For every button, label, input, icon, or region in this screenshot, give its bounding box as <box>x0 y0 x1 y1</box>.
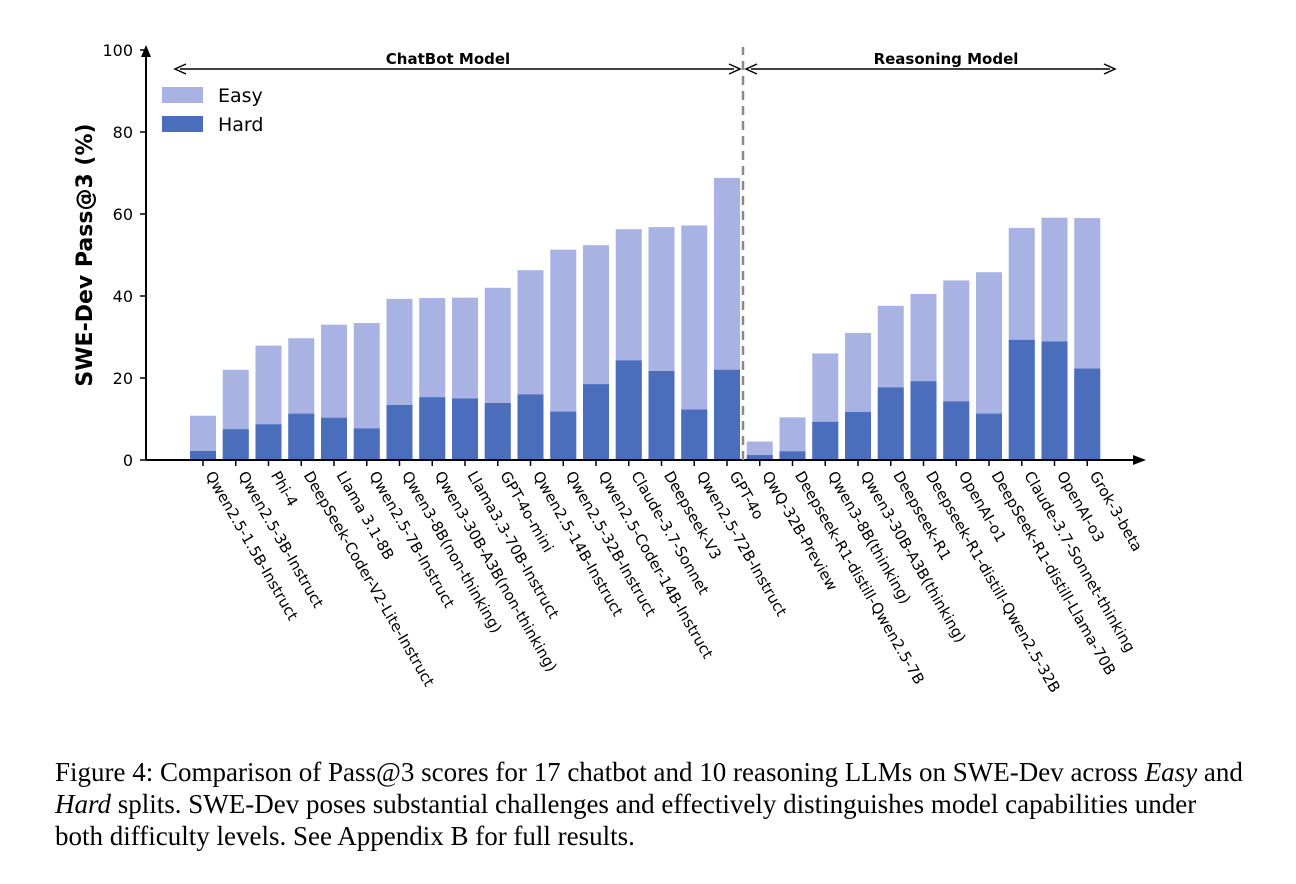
y-tick-label: 20 <box>113 369 133 388</box>
bar-hard <box>648 371 675 460</box>
bar-hard <box>353 428 380 460</box>
bar-hard <box>910 381 937 460</box>
bar-hard <box>714 369 740 460</box>
bar-hard <box>386 405 413 460</box>
bar-hard <box>681 409 708 460</box>
bar-hard <box>288 413 315 460</box>
bar-hard <box>746 455 773 460</box>
bar-hard <box>615 360 642 460</box>
y-tick-label: 40 <box>113 287 133 306</box>
bar-hard <box>1008 339 1035 460</box>
legend-swatch-easy <box>162 87 203 103</box>
bar-hard <box>583 384 609 460</box>
bar-hard <box>976 413 1002 460</box>
y-tick-label: 60 <box>113 205 133 224</box>
caption-emphasis-easy: Easy <box>1144 757 1198 787</box>
y-ticks: 0 20 40 60 80 100 <box>102 41 146 470</box>
caption-text-1: Figure 4: Comparison of Pass@3 scores fo… <box>55 757 1145 787</box>
chatbot-group-arrow <box>173 63 742 75</box>
legend: Easy Hard <box>162 85 263 136</box>
bar-hard <box>484 403 511 460</box>
y-tick-label: 0 <box>123 451 133 470</box>
legend-label-hard: Hard <box>218 114 263 136</box>
bar-hard <box>255 424 282 460</box>
legend-swatch-hard <box>162 116 203 132</box>
chatbot-group-label: ChatBot Model <box>386 50 510 68</box>
bar-hard <box>419 397 446 460</box>
bar-hard <box>452 398 478 460</box>
x-axis-arrowhead <box>1133 455 1146 465</box>
caption-emphasis-hard: Hard <box>55 789 112 819</box>
bar-hard <box>812 421 839 460</box>
bar-hard <box>943 401 970 460</box>
y-tick-label: 100 <box>102 41 133 60</box>
y-axis-label: SWE-Dev Pass@3 (%) <box>73 123 98 386</box>
hard-bars <box>190 339 1101 460</box>
bar-chart: 0 20 40 60 80 100 Qwen2.5-1.5B-InstructQwen2.… <box>73 41 1146 696</box>
legend-label-easy: Easy <box>218 85 263 107</box>
bar-hard <box>1041 341 1068 460</box>
bar-hard <box>517 394 544 460</box>
y-tick-label: 80 <box>113 123 133 142</box>
reasoning-group-label: Reasoning Model <box>874 50 1019 68</box>
bar-hard <box>1074 368 1101 460</box>
x-tick-label: Phi-4 <box>267 468 301 510</box>
bar-hard <box>190 450 216 460</box>
bar-hard <box>222 429 249 460</box>
bar-hard <box>550 411 577 460</box>
caption-text-3: splits. SWE-Dev poses substantial challe… <box>55 789 1197 851</box>
y-axis-arrowhead <box>141 45 151 57</box>
caption-text-2: and <box>1197 757 1243 787</box>
bar-hard <box>877 387 904 460</box>
bar-hard <box>321 417 347 460</box>
bar-hard <box>779 451 806 460</box>
figure-caption: Figure 4: Comparison of Pass@3 scores fo… <box>55 756 1245 852</box>
reasoning-group-arrow <box>744 63 1117 75</box>
x-ticks: Qwen2.5-1.5B-InstructQwen2.5-3B-Instruct… <box>202 460 1146 696</box>
bar-hard <box>845 412 871 460</box>
